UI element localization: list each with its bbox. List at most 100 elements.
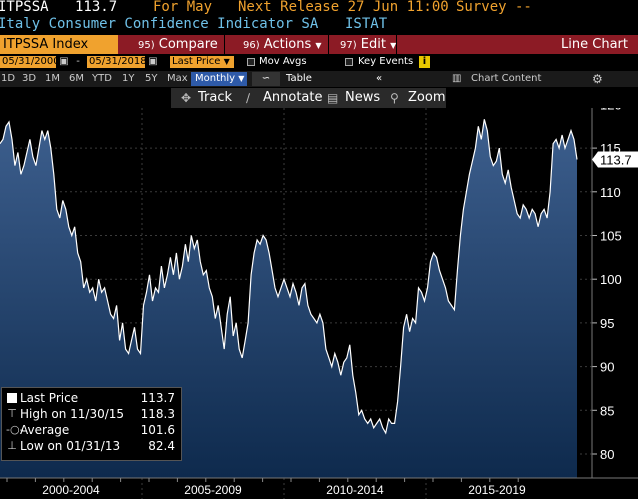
legend-row-high: ⊤ High on 11/30/15 118.3: [2, 406, 181, 422]
table-button[interactable]: Table: [286, 73, 312, 84]
actions-label: Actions: [263, 37, 312, 52]
chart-content-icon: ▥: [452, 73, 462, 84]
last-value-badge: [592, 151, 638, 168]
price-field-label: Last Price: [172, 56, 221, 67]
average-marker-icon: -○-: [6, 423, 24, 436]
search-icon: ⚲: [390, 91, 399, 105]
survey: Survey --: [456, 0, 532, 15]
start-date-field[interactable]: 05/31/2000: [0, 56, 60, 68]
range-bar: 05/31/2000 ▣ - 05/31/2018 ▣ Last Price ▼…: [0, 55, 638, 69]
period-6m[interactable]: 6M: [69, 73, 84, 84]
move-icon: ✥: [181, 91, 192, 105]
source-name: ISTAT: [345, 16, 388, 32]
y-tick-label: 90: [600, 360, 614, 375]
period-1d[interactable]: 1D: [1, 73, 16, 84]
y-tick-label: 100: [600, 272, 622, 287]
end-date-field[interactable]: 05/31/2018: [87, 56, 147, 68]
compare-num: 95): [138, 40, 155, 51]
low-marker-icon: ⊥: [7, 439, 17, 452]
chart-toolbar: ✥ Track ∕ Annotate ▤ News ⚲ Zoom: [0, 88, 638, 108]
divider: [396, 35, 397, 54]
chevron-down-icon: ▼: [223, 57, 230, 66]
actions-button[interactable]: 96) Actions ▼: [243, 35, 322, 54]
legend-row-last: Last Price 113.7: [2, 390, 181, 406]
frequency-select[interactable]: Monthly ▼: [191, 72, 247, 86]
annotate-button[interactable]: Annotate: [263, 90, 323, 105]
y-tick-label: 95: [600, 316, 614, 331]
edit-caret-icon: ▼: [390, 41, 397, 50]
price-line: [0, 119, 578, 435]
news-button[interactable]: News: [345, 90, 381, 105]
legend-row-low: ⊥ Low on 01/31/13 82.4: [2, 438, 181, 454]
period-1y[interactable]: 1Y: [122, 73, 135, 84]
period-ytd[interactable]: YTD: [92, 73, 112, 84]
chevron-down-icon: ▼: [238, 74, 245, 83]
line-chart-icon[interactable]: ∽: [252, 72, 280, 86]
calendar-icon[interactable]: ▣: [148, 56, 158, 67]
security-field[interactable]: ITPSSA Index: [0, 35, 118, 54]
last-value-badge-label: 113.7: [600, 152, 632, 167]
period-bar: 1D 3D 1M 6M YTD 1Y 5Y Max Monthly ▼ ∽ Ta…: [0, 71, 638, 87]
compare-button[interactable]: 95) Compare: [138, 35, 218, 54]
legend-average-value: 101.6: [140, 423, 175, 437]
chart-content-button[interactable]: Chart Content: [471, 73, 542, 84]
edit-button[interactable]: 97) Edit ▼: [340, 35, 396, 54]
gear-icon[interactable]: ⚙: [592, 72, 603, 86]
dash-separator: -: [76, 56, 80, 67]
period-1m[interactable]: 1M: [45, 73, 60, 84]
edit-num: 97): [340, 40, 357, 51]
mov-avgs-checkbox[interactable]: [247, 58, 255, 66]
period-3d[interactable]: 3D: [22, 73, 37, 84]
y-tick-label: 120: [600, 108, 622, 112]
info-icon[interactable]: i: [419, 56, 430, 68]
collapse-icon[interactable]: «: [330, 72, 428, 86]
y-tick-label: 80: [600, 447, 614, 462]
ticker-symbol[interactable]: ITPSSA: [0, 0, 49, 15]
toolbar-background: [171, 88, 446, 108]
frequency-label: Monthly: [195, 73, 236, 84]
y-tick-label: 110: [600, 185, 621, 200]
divider: [224, 35, 225, 54]
price-field-select[interactable]: Last Price ▼: [170, 56, 234, 68]
key-events-checkbox[interactable]: [345, 58, 353, 66]
compare-label: Compare: [158, 37, 218, 52]
x-tick-label: 2000-2004: [42, 483, 100, 497]
actions-caret-icon: ▼: [315, 41, 322, 50]
pencil-icon: ∕: [246, 91, 251, 105]
chart-legend[interactable]: Last Price 113.7 ⊤ High on 11/30/15 118.…: [1, 387, 182, 461]
calendar-icon[interactable]: ▣: [59, 56, 69, 67]
legend-high-value: 118.3: [140, 407, 175, 421]
x-tick-label: 2005-2009: [184, 483, 242, 497]
legend-average-label: Average: [20, 423, 70, 437]
function-bar: ITPSSA Index 95) Compare 96) Actions ▼ 9…: [0, 35, 638, 54]
last-value: 113.7: [75, 0, 118, 15]
description-bar: Italy Consumer Confidence Indicator SA I…: [0, 15, 638, 34]
actions-num: 96): [243, 40, 260, 51]
security-name: Italy Consumer Confidence Indicator SA: [0, 16, 319, 32]
zoom-button[interactable]: Zoom: [408, 90, 446, 105]
legend-last-value: 113.7: [140, 391, 175, 405]
chart-type-title: Line Chart: [561, 37, 628, 52]
y-tick-label: 105: [600, 229, 622, 244]
news-icon: ▤: [327, 91, 339, 105]
last-price-swatch: [6, 390, 18, 408]
high-marker-icon: ⊤: [7, 407, 17, 420]
edit-label: Edit: [360, 37, 386, 52]
track-button[interactable]: Track: [198, 90, 233, 105]
divider: [328, 35, 329, 54]
ticker-header: ITPSSA 113.7 For May Next Release 27 Jun…: [0, 0, 638, 15]
x-tick-label: 2015-2019: [468, 483, 526, 497]
for-period: For May: [153, 0, 213, 15]
y-tick-label: 85: [600, 403, 614, 418]
legend-high-label: High on 11/30/15: [20, 407, 125, 421]
mov-avgs-label: Mov Avgs: [259, 56, 307, 67]
legend-row-average: -○- Average 101.6: [2, 422, 181, 438]
period-5y[interactable]: 5Y: [145, 73, 158, 84]
period-max[interactable]: Max: [167, 73, 188, 84]
next-release: Next Release 27 Jun 11:00: [238, 0, 449, 15]
legend-last-label: Last Price: [20, 391, 79, 405]
key-events-label: Key Events: [358, 56, 414, 67]
legend-low-label: Low on 01/31/13: [20, 439, 121, 453]
x-tick-label: 2010-2014: [326, 483, 384, 497]
legend-low-value: 82.4: [148, 439, 175, 453]
